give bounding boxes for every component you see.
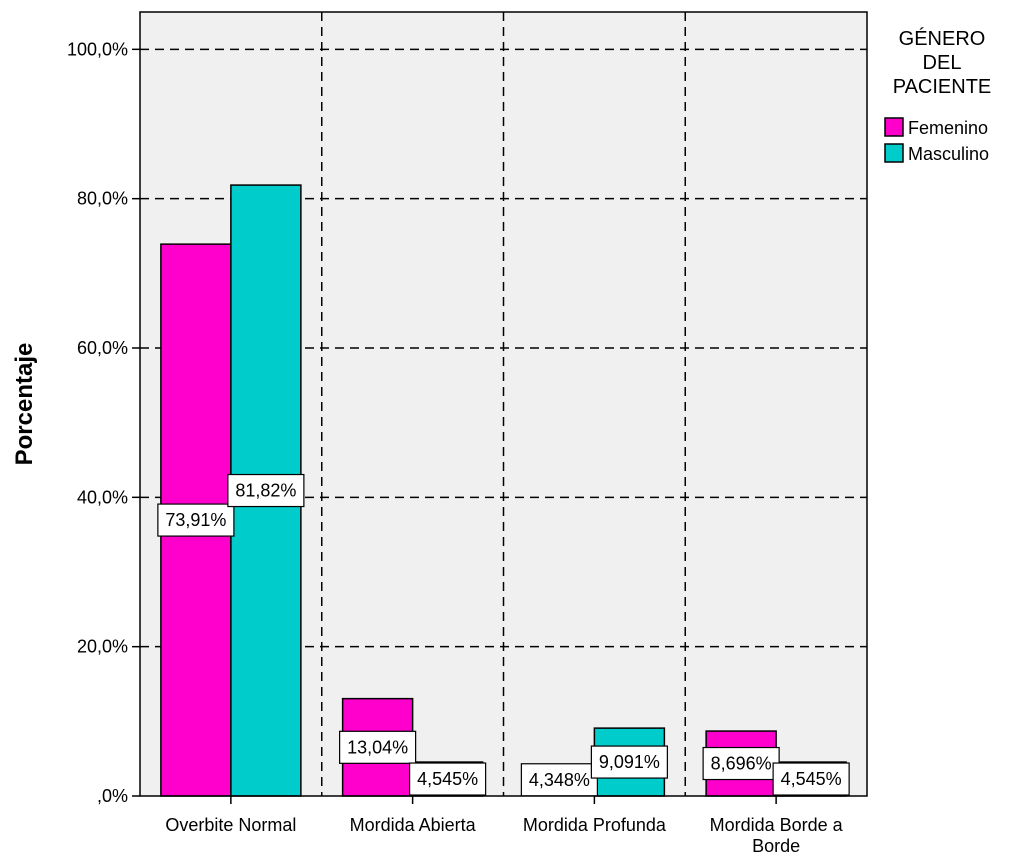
data-label-text: 8,696% [711,754,772,774]
y-tick-label: ,0% [97,786,128,806]
y-tick-label: 20,0% [77,637,128,657]
data-label: 4,545% [409,762,487,796]
data-label-box [590,745,668,779]
data-label: 4,348% [520,763,598,797]
y-tick-label: 80,0% [77,189,128,209]
x-tick-label: Mordida Borde a [710,815,844,835]
legend-title: GÉNERO [899,27,986,50]
plot-frame [139,11,868,797]
data-label-box [339,730,417,764]
y-axis: ,0% 20,0% 40,0% 60,0% 80,0% 100,0% [67,39,140,806]
data-label: 9,091% [590,745,668,779]
data-label-text: 4,545% [781,769,842,789]
y-tick-label: 100,0% [67,39,128,59]
data-label: 8,696% [702,746,780,781]
data-label: 81,82% [227,473,305,508]
data-label-text: 4,545% [417,769,478,789]
data-label-box [409,762,487,796]
data-label-text: 81,82% [235,481,296,501]
x-tick-label: Borde [752,836,800,852]
y-tick-label: 60,0% [77,338,128,358]
legend-entry: Masculino [908,144,989,164]
x-tick-label: Overbite Normal [165,815,296,835]
data-label-box [772,762,850,796]
data-label-box [520,763,598,797]
data-label-text: 9,091% [599,752,660,772]
data-label-text: 4,348% [529,770,590,790]
legend-swatch [884,117,904,137]
data-labels: 73,91% 81,82% 13,04% 4,545% 4,348% 9,091% 8,69… [157,473,850,797]
data-label-text: 13,04% [347,737,408,757]
data-label-text: 73,91% [165,510,226,530]
x-tick-label: Mordida Abierta [350,815,477,835]
data-label: 73,91% [157,503,235,537]
y-tick-label: 40,0% [77,487,128,507]
x-axis: Overbite Normal Mordida Abierta Mordida Pr… [165,796,844,852]
x-tick-label: Mordida Profunda [523,815,667,835]
y-axis-label: Porcentaje [11,343,38,466]
data-label: 4,545% [772,762,850,796]
legend-title: PACIENTE [893,76,992,98]
legend-title: DEL [923,52,962,74]
legend-swatch [884,143,904,163]
data-label: 13,04% [339,730,417,764]
data-label-box [702,746,780,781]
data-label-box [157,503,235,537]
legend-entry: Femenino [908,118,988,138]
data-label-box [227,473,305,508]
